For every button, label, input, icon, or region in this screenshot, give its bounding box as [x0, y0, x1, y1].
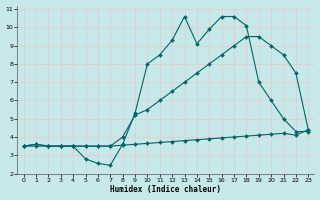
X-axis label: Humidex (Indice chaleur): Humidex (Indice chaleur) — [110, 185, 221, 194]
